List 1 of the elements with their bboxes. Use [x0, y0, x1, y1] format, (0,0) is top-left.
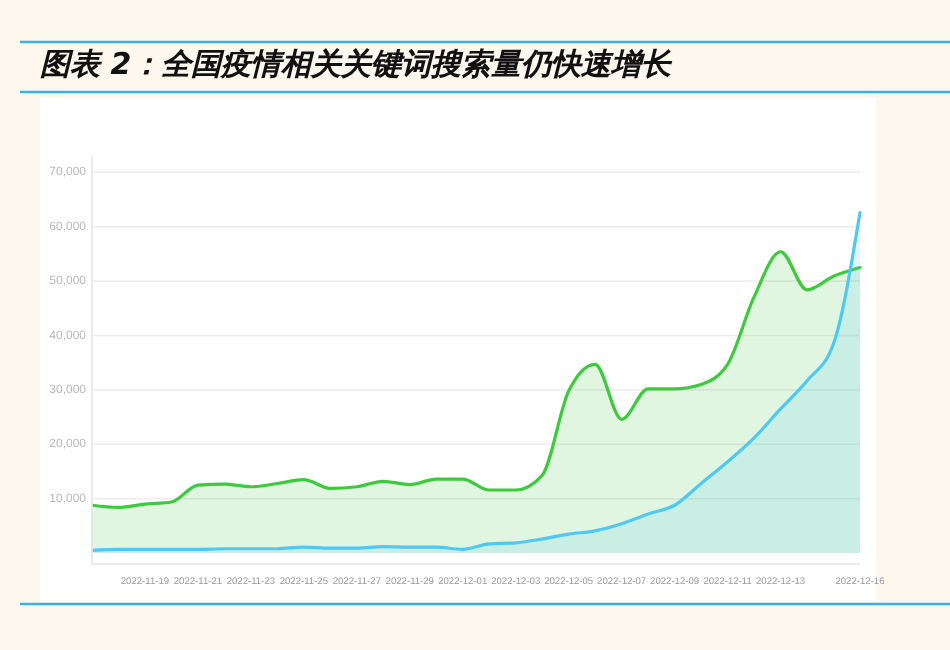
chart-title: 图表 2：全国疫情相关关键词搜索量仍快速增长: [40, 46, 674, 82]
